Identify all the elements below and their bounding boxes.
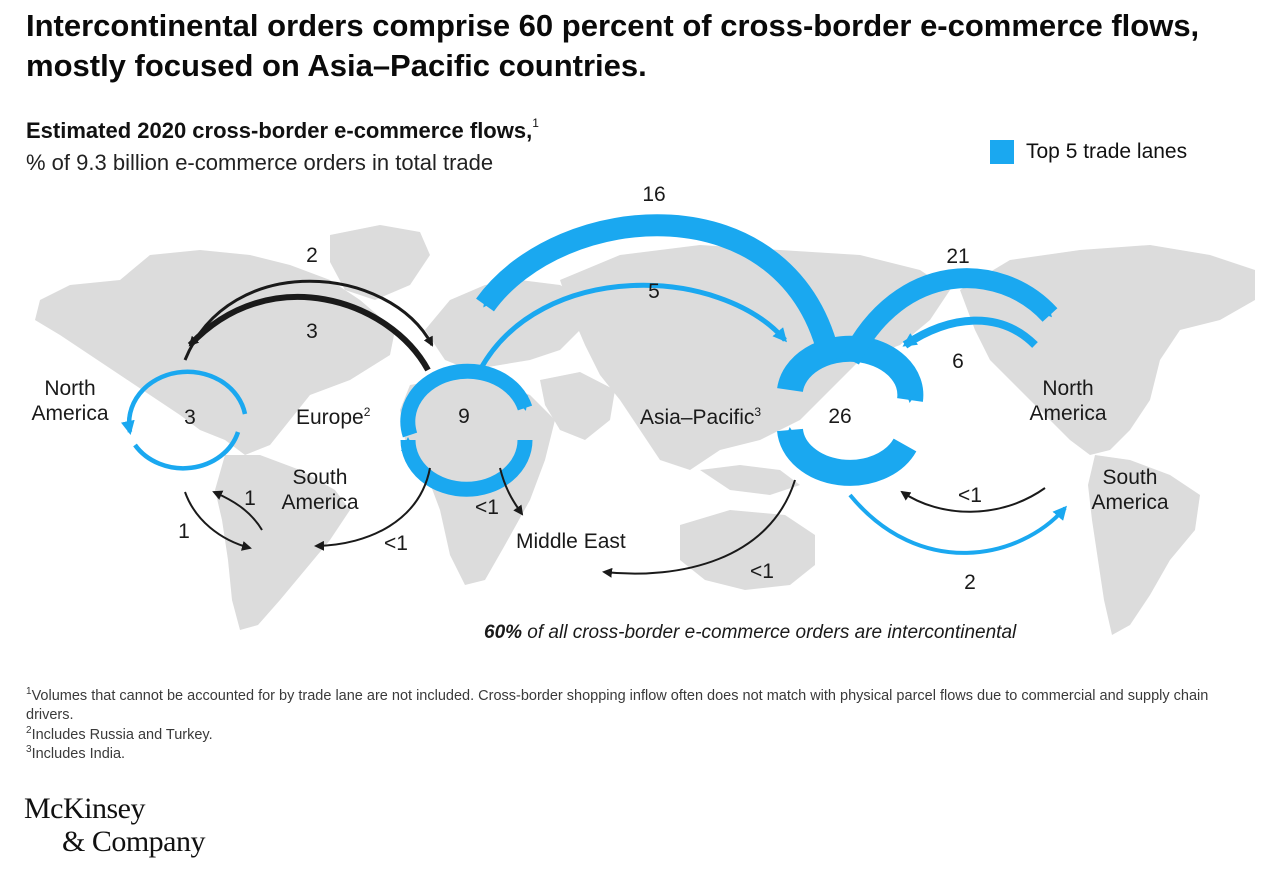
chart-title: Intercontinental orders comprise 60 perc… — [26, 8, 1200, 83]
footnote-3: 3Includes India. — [26, 740, 1216, 764]
loop-north-america-2 — [133, 431, 241, 471]
chart-unit: % of 9.3 billion e-commerce orders in to… — [26, 150, 494, 175]
footnote-2-marker: 2 — [26, 725, 32, 736]
arrow-north-america-to-europe — [183, 279, 434, 361]
land-southeast-asia — [700, 465, 800, 495]
footnote-3-marker: 3 — [26, 744, 32, 755]
loop-europe-lower — [400, 437, 533, 497]
arrow-south-america-to-apac — [900, 487, 1046, 513]
value-europe-to-me: <1 — [475, 496, 499, 519]
loop-europe — [400, 363, 533, 438]
note-percent: 60% — [484, 622, 523, 643]
arrow-south-america-to-north-america — [212, 490, 263, 531]
land-asia — [560, 245, 950, 470]
arrow-apac-to-middle-east — [602, 479, 796, 578]
footnote-1-marker: 1 — [26, 686, 32, 697]
label-south-america-left: South America — [281, 466, 359, 514]
note-text: of all cross-border e-commerce orders ar… — [522, 622, 1017, 643]
mckinsey-logo: McKinsey & Company — [24, 792, 206, 858]
value-apac-to-na: 21 — [946, 245, 970, 268]
value-europe-to-na: 3 — [306, 320, 318, 343]
value-europe-to-apac: 5 — [648, 280, 660, 303]
top-lane-arrows — [476, 214, 1067, 555]
loop-asia-pacific-lower — [777, 427, 917, 486]
value-apac-internal: 26 — [828, 405, 852, 428]
label-middle-east: Middle East — [516, 530, 626, 553]
world-flow-map — [35, 214, 1255, 635]
land-north-america-left — [35, 250, 395, 455]
arrow-north-america-to-south-america — [184, 491, 252, 551]
value-na-internal: 3 — [184, 406, 196, 429]
legend-swatch — [990, 140, 1014, 164]
loop-north-america — [120, 369, 248, 435]
footnote-2-text: Includes Russia and Turkey. — [31, 726, 213, 743]
label-north-america-right: North America — [1029, 377, 1107, 425]
value-europe-to-sa: <1 — [384, 532, 408, 555]
value-na-to-apac: 6 — [952, 350, 964, 373]
arrow-north-america-to-apac — [902, 316, 1038, 349]
land-south-america-right — [1088, 455, 1200, 635]
chart-subtitle: Estimated 2020 cross-border e-commerce f… — [26, 116, 539, 144]
value-sa-to-apac: <1 — [958, 484, 982, 507]
footnote-3-text: Includes India. — [31, 745, 126, 762]
value-apac-to-europe: 16 — [642, 183, 666, 206]
label-north-america-left: North America — [31, 377, 109, 425]
label-europe-text: Europe — [296, 406, 364, 429]
label-asia-pacific: Asia–Pacific3 — [640, 400, 800, 430]
value-na-to-sa: 1 — [178, 520, 190, 543]
legend-label: Top 5 trade lanes — [1026, 140, 1188, 163]
value-europe-internal: 9 — [458, 405, 470, 428]
footnote-2: 2Includes Russia and Turkey. — [26, 721, 1216, 745]
label-asia-pacific-marker: 3 — [754, 405, 762, 419]
land-middle-east — [540, 372, 615, 440]
label-asia-pacific-text: Asia–Pacific — [640, 406, 755, 429]
label-south-america-right: South America — [1091, 466, 1169, 514]
logo-line-2: & Company — [62, 825, 206, 858]
value-sa-to-na: 1 — [244, 487, 256, 510]
arrow-europe-to-middle-east — [499, 467, 524, 516]
logo-line-1: McKinsey — [24, 792, 145, 825]
arrow-europe-to-north-america — [187, 293, 431, 372]
land-south-america-left — [215, 455, 350, 630]
value-apac-to-sa: 2 — [964, 571, 976, 594]
arrow-apac-to-europe — [476, 214, 841, 363]
value-na-to-europe: 2 — [306, 244, 318, 267]
other-lane-arrows — [183, 279, 1046, 578]
legend: Top 5 trade lanes — [990, 140, 1187, 164]
subtitle-main: Estimated 2020 cross-border e-commerce f… — [26, 118, 533, 143]
land-australia — [680, 510, 815, 590]
label-europe-marker: 2 — [363, 405, 371, 419]
arrow-europe-to-apac — [477, 282, 787, 372]
arrow-europe-to-south-america — [314, 467, 431, 551]
arrow-apac-to-south-america — [848, 493, 1067, 555]
intercontinental-note: 60% of all cross-border e-commerce order… — [484, 622, 1016, 644]
land-europe — [425, 280, 585, 370]
arrow-apac-to-north-america — [841, 268, 1058, 365]
footnote-1-text: Volumes that cannot be accounted for by … — [26, 687, 1209, 723]
value-apac-to-me: <1 — [750, 560, 774, 583]
land-greenland — [330, 225, 430, 300]
subtitle-footnote-marker: 1 — [532, 116, 539, 130]
footnote-1: 1Volumes that cannot be accounted for by… — [26, 682, 1216, 725]
label-europe: Europe2 — [296, 400, 396, 430]
